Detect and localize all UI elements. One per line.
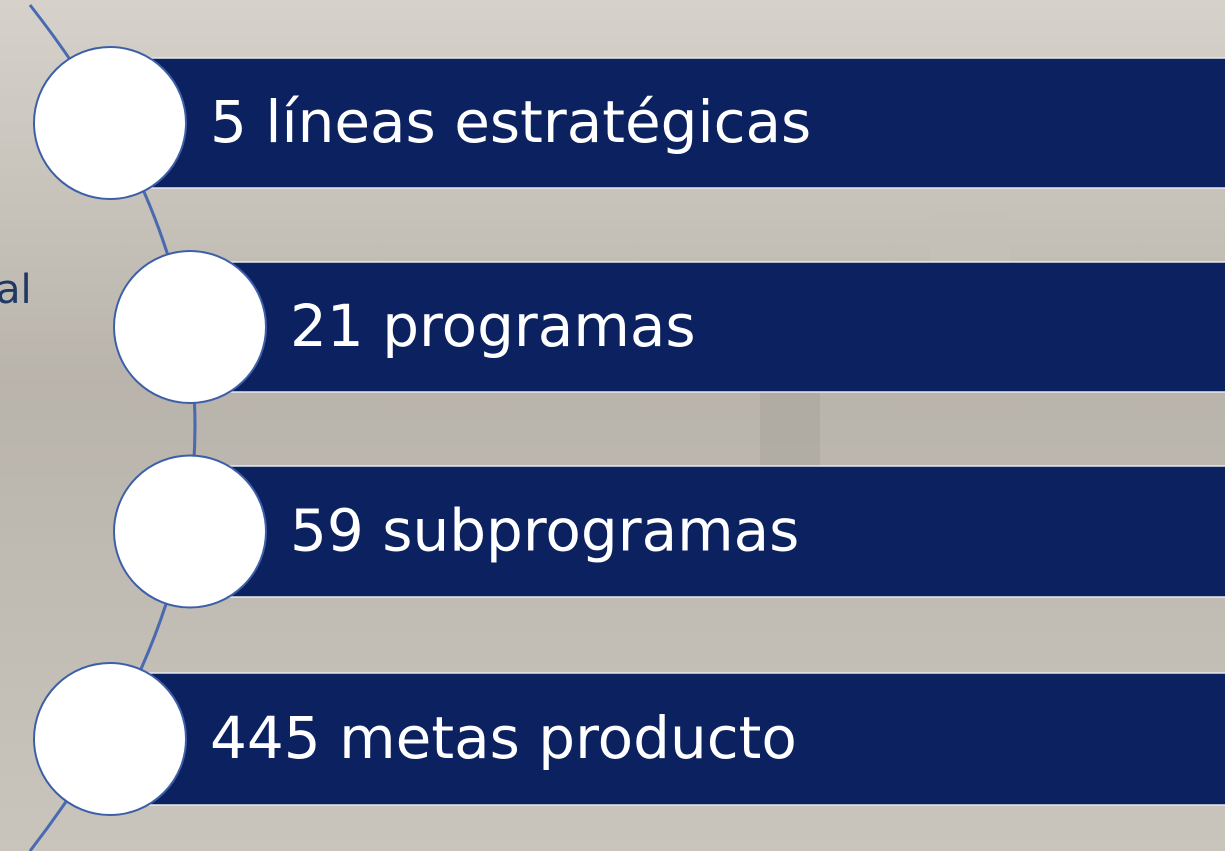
page: al 5 líneas estratégicas 21 programas 59 s… xyxy=(0,0,1225,851)
item-label: 445 metas producto xyxy=(210,704,797,772)
item: 445 metas producto xyxy=(34,663,1225,815)
item-circle xyxy=(34,47,186,199)
background-building xyxy=(930,210,1010,270)
item-label: 59 subprogramas xyxy=(290,497,799,565)
item-circle xyxy=(114,456,266,608)
background-building xyxy=(760,380,820,470)
item: 21 programas xyxy=(114,251,1225,403)
item-label: 5 líneas estratégicas xyxy=(210,88,811,156)
item: 5 líneas estratégicas xyxy=(34,47,1225,199)
slide: al 5 líneas estratégicas 21 programas 59 s… xyxy=(0,0,1225,851)
side-text: al xyxy=(0,267,32,313)
item-circle xyxy=(34,663,186,815)
item-label: 21 programas xyxy=(290,292,696,360)
item-circle xyxy=(114,251,266,403)
item: 59 subprogramas xyxy=(114,456,1225,608)
